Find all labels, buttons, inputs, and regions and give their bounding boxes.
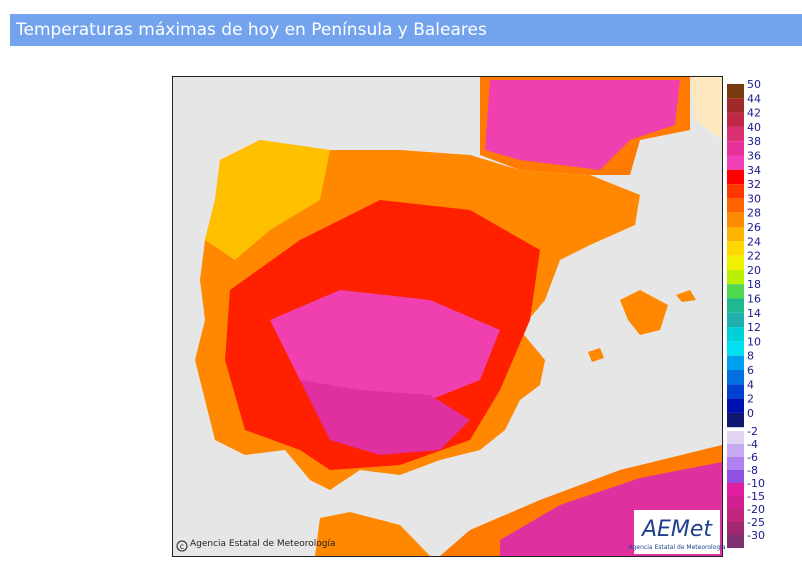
legend-label: 0	[747, 407, 754, 420]
legend-swatch	[727, 312, 744, 328]
legend-swatch	[727, 198, 744, 213]
legend-swatch	[727, 112, 744, 127]
northwest	[205, 140, 330, 260]
legend-swatch	[727, 384, 744, 399]
legend-label: 38	[747, 135, 761, 148]
legend-label: 26	[747, 221, 761, 234]
interior-very-hot	[270, 290, 500, 400]
legend-label: 8	[747, 350, 754, 363]
legend-swatch	[727, 444, 744, 457]
legend-label: 14	[747, 307, 761, 320]
legend-label: 20	[747, 264, 761, 277]
logo: AEMet	[640, 517, 713, 542]
menorca	[676, 290, 696, 302]
legend-swatch	[727, 470, 744, 483]
legend-label: 50	[747, 78, 761, 91]
legend-swatch	[727, 483, 744, 496]
legend-label: 44	[747, 92, 761, 105]
legend-swatch	[727, 457, 744, 470]
legend-swatch	[727, 227, 744, 242]
legend-swatch	[727, 184, 744, 199]
legend-label: -20	[747, 503, 765, 516]
legend-swatch	[727, 522, 744, 535]
legend-label: 36	[747, 150, 761, 163]
logo-caption: Agencia Estatal de Meteorología	[629, 544, 726, 551]
legend-label: 42	[747, 107, 761, 120]
copyright-c: c	[180, 542, 184, 551]
legend-label: 28	[747, 207, 761, 220]
legend-swatch	[727, 509, 744, 522]
legend-label: -6	[747, 451, 758, 464]
legend-swatch	[727, 496, 744, 509]
legend-swatch	[727, 98, 744, 113]
legend-swatch	[727, 169, 744, 185]
legend-label: 10	[747, 335, 761, 348]
legend-label: -15	[747, 490, 765, 503]
legend-swatch	[727, 412, 744, 428]
legend-label: -4	[747, 438, 758, 451]
legend-swatch	[727, 431, 744, 444]
legend-label: 30	[747, 192, 761, 205]
legend-label: 2	[747, 393, 754, 406]
legend-swatch	[727, 155, 744, 170]
legend-label: -2	[747, 425, 758, 438]
legend-swatch	[727, 241, 744, 256]
legend-swatch	[727, 535, 744, 548]
legend-swatch	[727, 126, 744, 142]
france-hot	[485, 80, 680, 170]
copyright-icon	[176, 540, 188, 552]
legend-label: 22	[747, 250, 761, 263]
legend-label: 16	[747, 293, 761, 306]
title-bar: Temperaturas máximas de hoy en Península…	[10, 14, 802, 46]
legend-swatch	[727, 212, 744, 227]
legend-label: -30	[747, 529, 765, 542]
legend-label: -10	[747, 477, 765, 490]
south-hot	[300, 380, 470, 455]
legend-swatch	[727, 84, 744, 99]
legend-label: 6	[747, 364, 754, 377]
ibiza	[588, 348, 604, 362]
north-morocco	[315, 512, 430, 556]
legend-label: -25	[747, 516, 765, 529]
legend-swatch	[727, 255, 744, 270]
legend-label: 18	[747, 278, 761, 291]
legend-label: -8	[747, 464, 758, 477]
logo-box	[634, 510, 720, 554]
legend-swatch	[727, 398, 744, 413]
legend-label: 24	[747, 235, 761, 248]
legend-swatch	[727, 298, 744, 313]
map	[195, 77, 722, 556]
legend-swatch	[727, 141, 744, 156]
legend-swatch	[727, 355, 744, 370]
land	[690, 77, 722, 140]
legend-label: 32	[747, 178, 761, 191]
legend-swatch	[727, 284, 744, 299]
legend-label: 12	[747, 321, 761, 334]
legend-swatch	[727, 341, 744, 356]
legend-label: 34	[747, 164, 761, 177]
legend-swatch	[727, 327, 744, 342]
legend-label: 40	[747, 121, 761, 134]
credit: Agencia Estatal de Meteorología	[190, 539, 336, 549]
mallorca	[620, 290, 668, 335]
legend-label: 4	[747, 378, 754, 391]
legend-swatch	[727, 269, 744, 285]
legend-swatch	[727, 370, 744, 385]
